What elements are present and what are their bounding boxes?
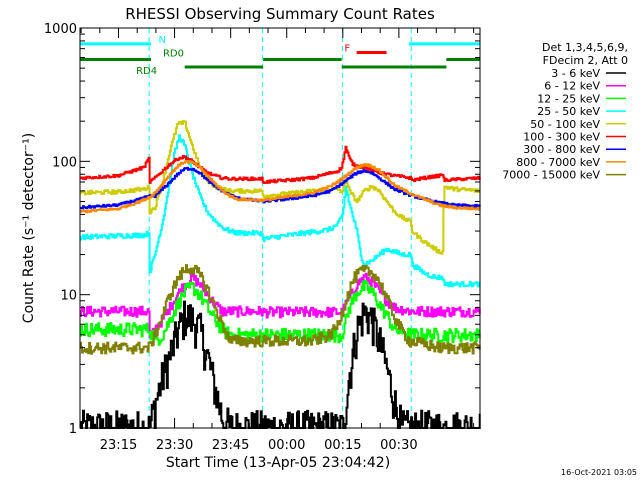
series-line-4	[80, 134, 481, 288]
series-line-9	[80, 264, 481, 355]
legend-header-line: FDecim 2, Att 0	[543, 54, 628, 67]
y-tick-label: 10	[60, 289, 77, 304]
legend-entry-label: 50 - 100 keV	[530, 118, 600, 131]
x-tick-label: 00:30	[380, 438, 417, 453]
y-axis-label: Count Rate (s⁻¹ detector⁻¹)	[21, 133, 37, 323]
x-tick-label: 23:45	[212, 438, 249, 453]
x-axis-label: Start Time (13-Apr-05 23:04:42)	[166, 455, 390, 471]
legend-header-line: Det 1,3,4,5,6,9,	[542, 41, 628, 54]
legend-entry-label: 3 - 6 keV	[551, 67, 600, 80]
legend: Det 1,3,4,5,6,9,FDecim 2, Att 03 - 6 keV…	[502, 41, 628, 182]
y-tick-label: 1000	[44, 22, 77, 37]
series-line-6	[80, 145, 481, 184]
y-tick-label: 100	[52, 155, 77, 170]
series-layer	[80, 120, 481, 429]
x-tick-label: 00:15	[324, 438, 361, 453]
legend-entry-label: 300 - 800 keV	[523, 143, 600, 156]
legend-entry-label: 7000 - 15000 keV	[502, 169, 600, 182]
series-line-8	[80, 160, 481, 214]
legend-entry-label: 800 - 7000 keV	[516, 156, 600, 169]
legend-entry-label: 6 - 12 keV	[544, 80, 600, 93]
legend-entry-label: 100 - 300 keV	[523, 131, 600, 144]
legend-entry-label: 25 - 50 keV	[537, 105, 600, 118]
footer-date: 16-Oct-2021 03:05	[561, 468, 637, 477]
series-line-5	[80, 120, 480, 255]
plot-frame	[79, 27, 481, 429]
legend-entry-label: 12 - 25 keV	[537, 92, 600, 105]
axes: 1 10 100 1000 23:15 23:30 23:45 00:00 00:15 00:30	[44, 22, 480, 453]
x-tick-label: 00:00	[268, 438, 305, 453]
flag-layer: N F RD0 RD4	[80, 35, 480, 77]
flag-label-n: N	[159, 35, 166, 46]
y-tick-label: 1	[69, 422, 77, 437]
series-line-3	[80, 279, 481, 346]
flag-label-rd0: RD0	[163, 49, 184, 60]
series-line-2	[80, 272, 481, 338]
flag-label-f: F	[344, 44, 350, 55]
chart-title: RHESSI Observing Summary Count Rates	[125, 5, 435, 23]
flag-label-rd4: RD4	[136, 66, 157, 77]
x-tick-label: 23:15	[100, 438, 137, 453]
x-tick-label: 23:30	[156, 438, 193, 453]
